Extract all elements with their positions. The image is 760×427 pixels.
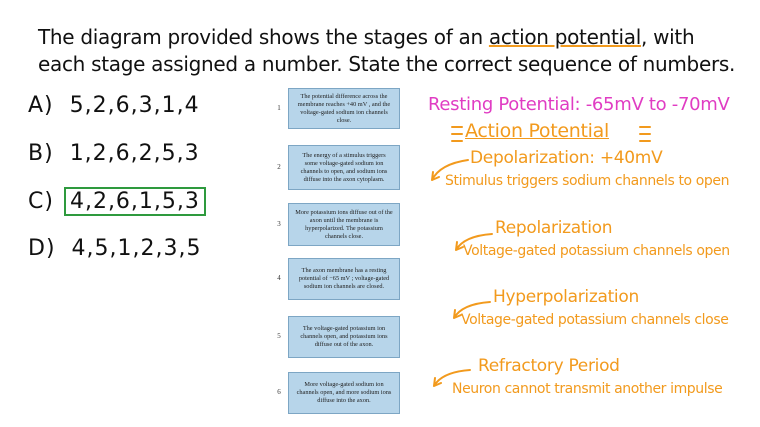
option-letter: B) [28, 141, 54, 166]
stage-name: Repolarization [495, 218, 613, 238]
step-number: 4 [277, 274, 281, 282]
stage-name: Refractory Period [478, 356, 620, 376]
option-sequence: 4,2,6,1,5,3 [63, 187, 206, 216]
option-sequence: 4,5,1,2,3,5 [71, 236, 202, 261]
step-number: 2 [277, 162, 281, 171]
step-box: More voltage-gated sodium ion channels o… [288, 372, 400, 414]
resting-note: Resting Potential: -65mV to -70mV [428, 94, 730, 115]
option: C) 4,2,6,1,5,3 [28, 187, 206, 216]
step-box: The axon membrane has a resting potentia… [288, 258, 400, 300]
step-number: 3 [277, 219, 281, 228]
question-text: The diagram provided shows the stages of… [38, 25, 489, 49]
action-note: Action Potential [465, 120, 609, 142]
option-letter: C) [28, 189, 54, 214]
stage-name: Depolarization: +40mV [470, 148, 663, 168]
step-box: The energy of a stimulus triggers some v… [288, 145, 400, 190]
question-text: , with each stage assigned a number. Sta… [38, 25, 736, 76]
step-box: The potential difference across the memb… [288, 88, 400, 129]
question-highlight: action potential [488, 25, 641, 49]
step-number: 6 [277, 388, 281, 396]
option-letter: D) [28, 236, 56, 261]
option-sequence: 1,2,6,2,5,3 [69, 141, 200, 166]
stage-description: Voltage-gated potassium channels open [463, 243, 730, 259]
stage-description: Neuron cannot transmit another impulse [452, 381, 723, 397]
option: B) 1,2,6,2,5,3 [28, 141, 200, 166]
step-number: 5 [277, 332, 281, 340]
step-number: 1 [277, 103, 281, 112]
stage-description: Voltage-gated potassium channels close [461, 312, 729, 328]
option-sequence: 5,2,6,3,1,4 [69, 93, 200, 118]
option-letter: A) [28, 93, 54, 118]
option: A) 5,2,6,3,1,4 [28, 93, 200, 118]
question: The diagram provided shows the stages of… [38, 24, 738, 78]
step-box: The voltage-gated potassium ion channels… [288, 316, 400, 358]
option: D) 4,5,1,2,3,5 [28, 236, 201, 261]
stage-name: Hyperpolarization [493, 287, 639, 307]
stage-description: Stimulus triggers sodium channels to ope… [445, 173, 730, 189]
step-box: More potassium ions diffuse out of the a… [288, 203, 400, 246]
